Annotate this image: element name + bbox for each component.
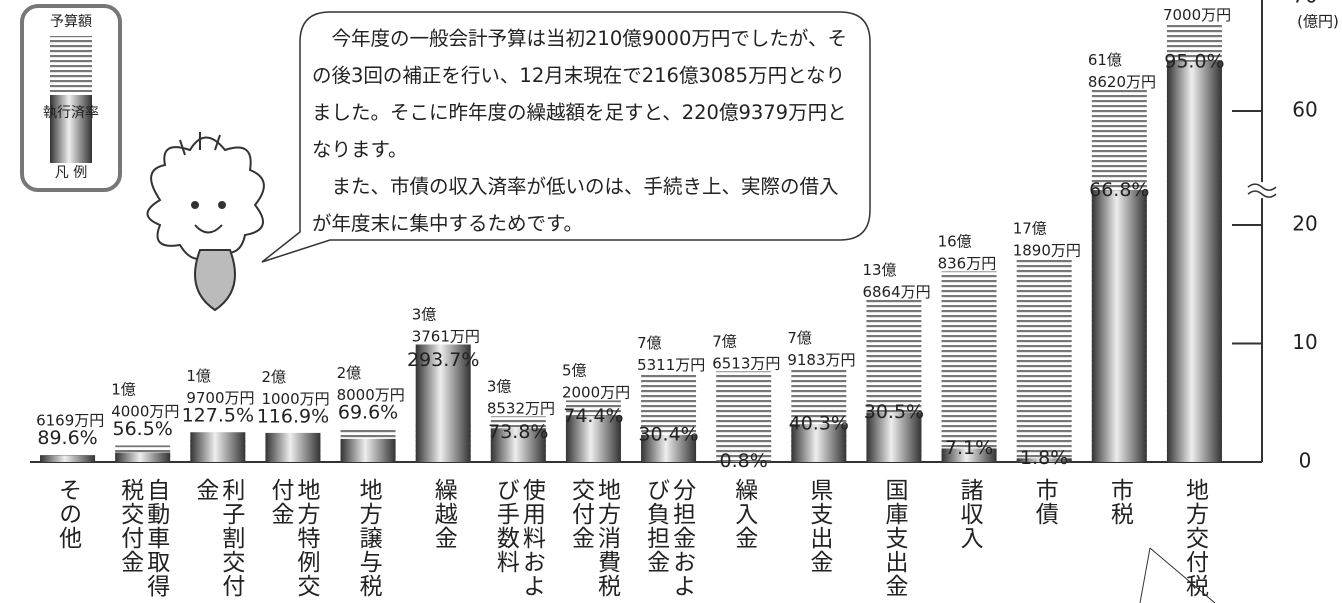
y-tick-label: 10 xyxy=(1292,330,1317,354)
x-tick-label: 自動車取得税交付金 xyxy=(117,478,169,603)
rate-label: 74.4% xyxy=(563,405,623,427)
x-tick-label: 諸収入 xyxy=(956,478,982,550)
executed-bar xyxy=(190,432,245,462)
rate-label: 116.9% xyxy=(257,405,329,427)
rate-label: 30.4% xyxy=(638,423,698,445)
y-tick-label: 60 xyxy=(1292,98,1317,122)
mascot xyxy=(148,132,264,310)
legend-label: 予算額 xyxy=(50,14,92,30)
rate-label: 66.8% xyxy=(1089,179,1149,201)
axis-break xyxy=(1248,184,1276,197)
rate-label: 7.1% xyxy=(945,437,993,459)
executed-bar xyxy=(1167,62,1222,462)
executed-bar xyxy=(341,439,396,462)
x-tick-label: 分担金および負担金 xyxy=(643,478,695,603)
x-tick-label: 地方特例交付金 xyxy=(267,478,319,603)
legend-label: 執行済率 xyxy=(43,105,99,121)
rate-label: 95.0% xyxy=(1164,50,1224,72)
rate-label: 127.5% xyxy=(182,405,254,427)
x-tick-label: 地方消費税交付金 xyxy=(567,478,619,603)
budget-bar xyxy=(716,371,771,462)
budget-bar xyxy=(1017,258,1072,462)
annotation-text: また、市債の収入済率が低いのは、手続き上、実際の借入が年度末に集中するためです。 xyxy=(312,168,857,242)
x-tick-label: その他 xyxy=(55,478,81,550)
x-tick-label: 地方交付税 xyxy=(1181,478,1207,598)
budget-bar xyxy=(942,271,997,462)
executed-bar xyxy=(1092,190,1147,462)
x-tick-label: 使用料および手数料 xyxy=(492,478,544,603)
rate-label: 1.8% xyxy=(1020,447,1068,469)
rate-label: 56.5% xyxy=(113,418,173,440)
rate-label: 69.6% xyxy=(338,401,398,423)
x-tick-label: 市税 xyxy=(1106,478,1132,526)
y-tick-label: 20 xyxy=(1292,212,1317,236)
x-tick-label: 繰越金 xyxy=(430,478,456,550)
y-axis-label: (億円) xyxy=(1297,13,1339,31)
value-label: 6169万円 xyxy=(36,411,104,429)
annotation: 今年度の一般会計予算は当初210億9000万円でしたが、その後3回の補正を行い、… xyxy=(312,20,857,242)
x-tick-label: 県支出金 xyxy=(806,478,832,574)
y-tick-label: 0 xyxy=(1299,449,1312,473)
x-tick-label: 利子割交付金 xyxy=(192,478,244,603)
executed-bar xyxy=(40,455,95,462)
rate-label: 40.3% xyxy=(789,413,849,435)
page: {"chart_data": {"type": "bar", "categori… xyxy=(0,0,1342,603)
x-tick-label: 繰入金 xyxy=(731,478,757,550)
value-label: 67億7000万円 xyxy=(1163,0,1231,24)
rate-label: 30.5% xyxy=(864,401,924,423)
rate-label: 73.8% xyxy=(488,421,548,443)
x-tick-label: 国庫支出金 xyxy=(881,478,907,598)
legend-swatch xyxy=(50,36,92,92)
rate-label: 293.7% xyxy=(407,349,479,371)
y-tick-label: 70 xyxy=(1292,0,1317,8)
x-tick-label: 市債 xyxy=(1031,478,1057,526)
executed-bar xyxy=(115,453,170,462)
executed-bar xyxy=(265,433,320,462)
x-tick-label: 地方譲与税 xyxy=(355,478,381,598)
annotation-text: 今年度の一般会計予算は当初210億9000万円でしたが、その後3回の補正を行い、… xyxy=(312,20,857,168)
rate-label: 89.6% xyxy=(37,427,97,449)
legend-title: 凡 例 xyxy=(55,165,87,181)
rate-label: 0.8% xyxy=(720,450,768,472)
